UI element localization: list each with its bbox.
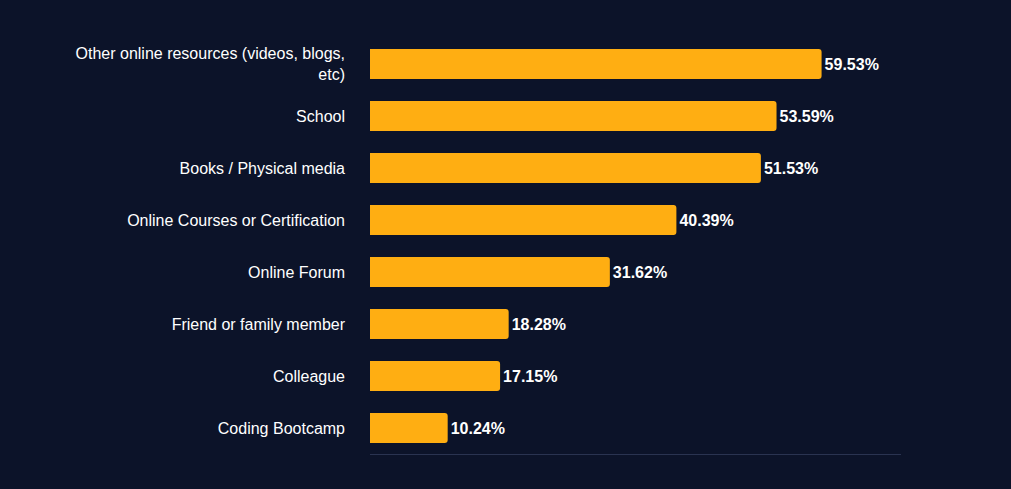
- svg-text:40.39%: 40.39%: [679, 212, 733, 229]
- svg-text:17.15%: 17.15%: [503, 368, 557, 385]
- svg-text:59.53%: 59.53%: [825, 56, 879, 73]
- svg-text:Other online resources (videos: Other online resources (videos, blogs,et…: [76, 45, 345, 83]
- svg-text:Online Courses or Certificatio: Online Courses or Certification: [127, 212, 345, 229]
- svg-text:Coding Bootcamp: Coding Bootcamp: [218, 420, 345, 437]
- svg-text:Friend or family member: Friend or family member: [172, 316, 346, 333]
- svg-text:18.28%: 18.28%: [512, 316, 566, 333]
- svg-text:31.62%: 31.62%: [613, 264, 667, 281]
- svg-text:10.24%: 10.24%: [451, 420, 505, 437]
- svg-text:53.59%: 53.59%: [780, 108, 834, 125]
- svg-text:School: School: [296, 108, 345, 125]
- svg-text:51.53%: 51.53%: [764, 160, 818, 177]
- svg-text:Online Forum: Online Forum: [248, 264, 345, 281]
- svg-text:Colleague: Colleague: [273, 368, 345, 385]
- svg-text:Books / Physical media: Books / Physical media: [180, 160, 346, 177]
